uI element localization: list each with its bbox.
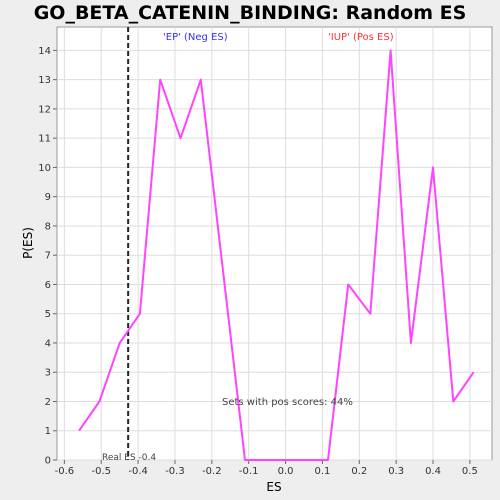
grid xyxy=(57,27,492,461)
y-tick-label: 1 xyxy=(45,426,51,437)
pos-es-label: 'IUP' (Pos ES) xyxy=(328,32,394,43)
x-tick-label: 0.3 xyxy=(388,466,404,477)
y-tick-label: 2 xyxy=(45,397,51,408)
x-tick-label: 0.1 xyxy=(314,466,330,477)
y-tick-label: 6 xyxy=(45,280,51,291)
x-tick-label: -0.4 xyxy=(128,466,148,477)
series-line xyxy=(78,49,475,461)
annotations: 'EP' (Neg ES) 'IUP' (Pos ES) Sets with p… xyxy=(102,32,394,463)
y-tick-label: 0 xyxy=(45,456,51,467)
y-axis-label: P(ES) xyxy=(21,227,35,259)
neg-es-label: 'EP' (Neg ES) xyxy=(163,32,228,43)
y-tick-label: 12 xyxy=(38,104,51,115)
y-tick-label: 3 xyxy=(45,368,51,379)
x-tick-label: -0.1 xyxy=(239,466,259,477)
x-tick-label: -0.5 xyxy=(91,466,111,477)
x-tick-label: -0.6 xyxy=(55,466,75,477)
x-tick-label: 0.2 xyxy=(351,466,367,477)
x-axis-label: ES xyxy=(266,480,281,494)
y-tick-label: 4 xyxy=(45,338,51,349)
real-es-label: Real ES -0.4 xyxy=(102,453,156,463)
pos-scores-annotation: Sets with pos scores: 44% xyxy=(222,397,353,408)
y-tick-label: 11 xyxy=(38,134,51,145)
x-tick-label: 0.0 xyxy=(278,466,294,477)
x-tick-label: -0.2 xyxy=(202,466,222,477)
y-tick-label: 8 xyxy=(45,221,51,232)
series-group xyxy=(78,27,475,461)
x-tick-label: 0.4 xyxy=(425,466,441,477)
y-tick-label: 9 xyxy=(45,192,51,203)
y-tick-label: 5 xyxy=(45,309,51,320)
y-tick-label: 10 xyxy=(38,163,51,174)
y-tick-label: 7 xyxy=(45,251,51,262)
y-tick-label: 13 xyxy=(38,75,51,86)
x-tick-label: -0.3 xyxy=(165,466,185,477)
y-tick-label: 14 xyxy=(38,46,51,57)
x-tick-label: 0.5 xyxy=(462,466,478,477)
plot-area xyxy=(56,26,493,461)
axes: -0.6 -0.5 -0.4 -0.3 -0.2 -0.1 0.0 0.1 0.2 0.3 0.4 0… xyxy=(38,46,478,477)
